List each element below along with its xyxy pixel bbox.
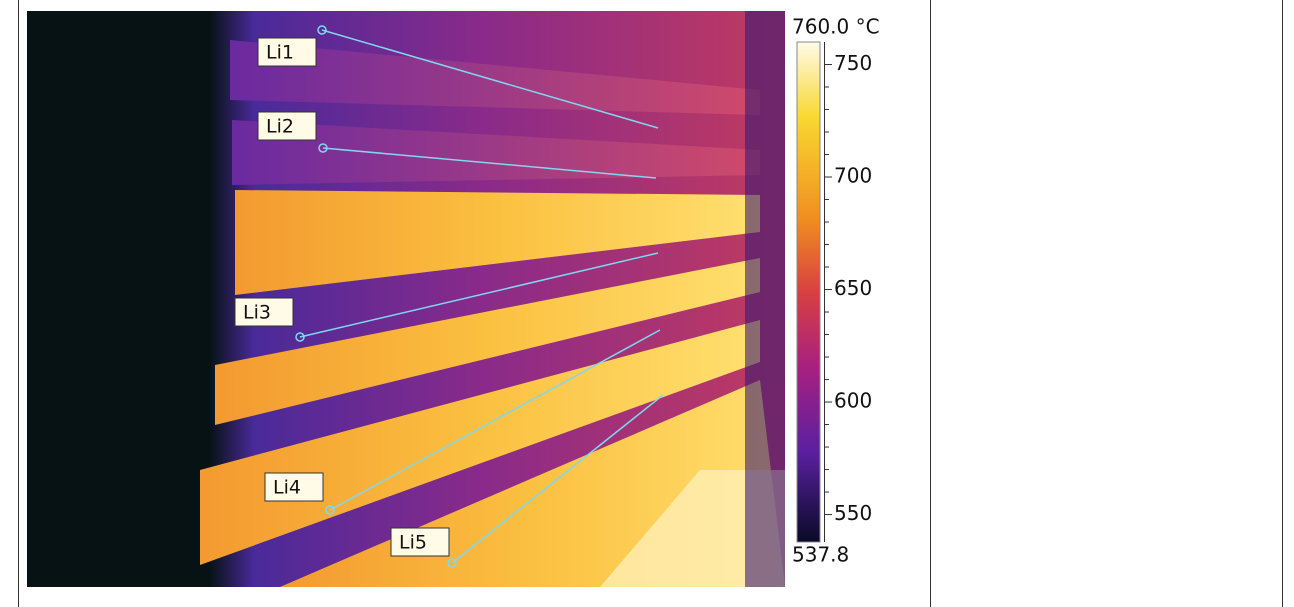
tick-label: 600 [834, 389, 872, 413]
line-label: Li2 [266, 116, 294, 138]
line-label: Li1 [266, 42, 294, 64]
tick-label: 650 [834, 276, 872, 300]
colorbar [797, 42, 820, 542]
line-label: Li3 [243, 302, 271, 324]
thermal-image [27, 11, 785, 587]
page: Li1 Li2 Li3 Li4 Li5 760.0 °C 537.8 550 60… [0, 0, 1294, 607]
line-label: Li4 [273, 477, 301, 499]
line-label: Li5 [399, 532, 427, 554]
tick-label: 550 [834, 501, 872, 525]
scale-min: 537.8 [792, 543, 849, 567]
tick-label: 750 [834, 51, 872, 75]
scale-max: 760.0 °C [792, 15, 880, 39]
tick-label: 700 [834, 164, 872, 188]
